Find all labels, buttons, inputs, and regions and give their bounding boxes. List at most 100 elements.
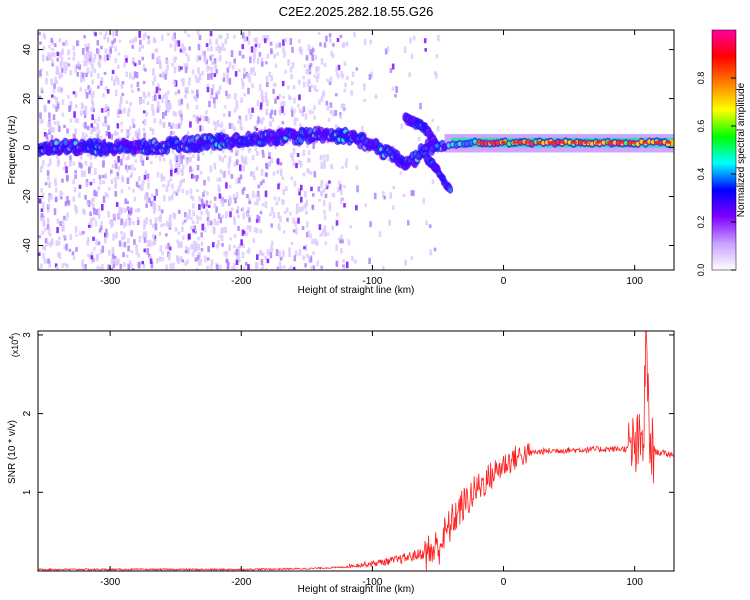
- noise-speck: [50, 135, 54, 142]
- noise-speck: [289, 265, 293, 269]
- noise-speck: [117, 65, 120, 69]
- noise-speck: [287, 59, 290, 66]
- noise-speck: [190, 225, 193, 231]
- noise-speck: [191, 252, 195, 257]
- noise-speck: [49, 53, 53, 61]
- carrier-peak: [654, 141, 660, 144]
- noise-speck: [92, 203, 95, 211]
- noise-speck: [218, 85, 222, 91]
- noise-speck: [114, 162, 118, 169]
- colorbar-ticks: 0.00.20.40.60.8: [696, 72, 736, 276]
- noise-speck: [258, 43, 261, 49]
- noise-speck: [196, 254, 200, 262]
- noise-speck: [182, 268, 185, 270]
- noise-speck: [299, 123, 302, 129]
- noise-speck: [292, 85, 296, 90]
- noise-speck: [314, 54, 317, 61]
- noise-speck: [354, 259, 357, 264]
- noise-speck: [282, 39, 285, 46]
- noise-speck: [178, 123, 181, 129]
- noise-speck: [256, 100, 260, 107]
- noise-speck: [282, 188, 286, 195]
- noise-speck: [60, 196, 63, 200]
- noise-speck: [315, 89, 319, 93]
- noise-speck: [135, 72, 139, 79]
- noise-speck: [130, 84, 133, 89]
- noise-speck: [80, 163, 83, 169]
- noise-speck: [65, 217, 68, 221]
- noise-speck: [130, 207, 133, 214]
- noise-speck: [259, 118, 263, 124]
- noise-speck: [42, 215, 45, 220]
- noise-speck: [218, 193, 222, 199]
- noise-speck: [301, 206, 304, 212]
- noise-speck: [245, 232, 248, 237]
- noise-speck: [38, 31, 41, 36]
- noise-speck: [123, 262, 126, 267]
- noise-speck: [238, 244, 241, 248]
- noise-speck: [253, 227, 257, 233]
- snr-x-label: Height of straight line (km): [298, 584, 415, 595]
- noise-speck: [109, 219, 112, 225]
- noise-speck: [98, 266, 101, 270]
- noise-speck: [250, 68, 253, 75]
- noise-speck: [111, 69, 115, 75]
- noise-speck: [57, 87, 60, 92]
- noise-speck: [290, 74, 293, 80]
- noise-speck: [192, 154, 195, 158]
- noise-speck: [249, 171, 253, 177]
- noise-speck: [94, 32, 97, 37]
- noise-speck: [77, 61, 80, 67]
- noise-speck: [57, 240, 61, 246]
- noise-speck: [363, 83, 366, 91]
- noise-speck: [196, 189, 199, 193]
- noise-speck: [311, 238, 314, 245]
- noise-speck: [232, 194, 236, 200]
- noise-speck: [227, 162, 231, 169]
- noise-speck: [125, 55, 129, 61]
- noise-speck: [117, 213, 121, 219]
- carrier-peak: [548, 141, 554, 144]
- noise-speck: [142, 64, 146, 72]
- noise-speck: [281, 176, 285, 180]
- noise-speck: [259, 105, 263, 110]
- noise-speck: [66, 264, 69, 269]
- noise-speck: [104, 154, 107, 159]
- noise-speck: [170, 130, 173, 135]
- noise-speck: [67, 200, 71, 206]
- noise-speck: [124, 207, 127, 213]
- trace-blob: [63, 140, 68, 145]
- noise-speck: [74, 170, 77, 174]
- noise-speck: [242, 230, 246, 234]
- noise-speck: [424, 48, 427, 52]
- noise-speck: [120, 188, 124, 194]
- noise-speck: [72, 256, 76, 260]
- noise-speck: [72, 45, 76, 51]
- noise-speck: [112, 31, 115, 37]
- noise-speck: [270, 248, 274, 253]
- spectrogram-x-ticks: -300 -200 -100 0 100: [100, 30, 643, 287]
- noise-speck: [61, 263, 65, 268]
- noise-speck: [69, 118, 73, 123]
- noise-speck: [111, 253, 115, 260]
- noise-speck: [254, 47, 257, 53]
- noise-speck: [178, 152, 181, 157]
- noise-speck: [335, 72, 339, 76]
- noise-speck: [307, 150, 311, 155]
- noise-speck: [231, 123, 234, 130]
- noise-speck: [292, 147, 296, 155]
- noise-speck: [97, 73, 100, 79]
- noise-speck: [42, 245, 45, 250]
- noise-speck: [311, 48, 315, 53]
- noise-speck: [315, 66, 318, 74]
- noise-speck: [54, 182, 57, 187]
- noise-speck: [269, 122, 272, 127]
- noise-speck: [228, 184, 232, 189]
- noise-speck: [202, 192, 205, 198]
- noise-speck: [296, 153, 300, 157]
- noise-speck: [210, 150, 213, 155]
- noise-speck: [118, 206, 122, 214]
- noise-speck: [83, 136, 86, 140]
- noise-speck: [293, 255, 297, 262]
- noise-speck: [185, 53, 188, 57]
